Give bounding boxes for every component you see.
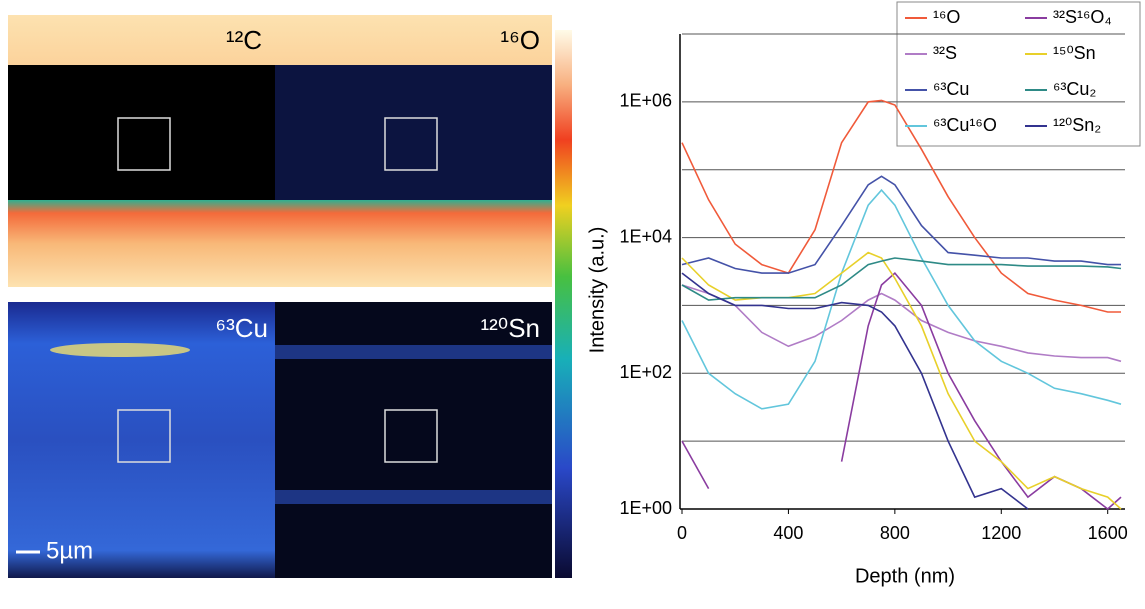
roi-box [384, 117, 438, 171]
series-line [840, 271, 1122, 511]
y-tick-label: 1E+04 [619, 226, 672, 246]
scale-bar-label: 5µm [46, 537, 93, 564]
panel-sn [275, 302, 552, 578]
series-line [681, 188, 1122, 410]
roi-box [117, 409, 171, 463]
panel-sn-band [275, 490, 552, 504]
x-tick-label: 400 [773, 523, 803, 543]
y-tick-label: 1E+00 [619, 498, 672, 518]
series-line [681, 99, 1121, 313]
series-line [681, 175, 1121, 274]
panel-label: ¹²C [226, 25, 262, 55]
legend-label: ³²S [933, 43, 957, 63]
panel-cu-hot [50, 343, 190, 357]
series-line [681, 284, 1122, 363]
x-tick-label: 0 [677, 523, 687, 543]
x-axis-label: Depth (nm) [855, 565, 955, 587]
panel-label: ⁶³Cu [215, 313, 268, 343]
x-tick-label: 800 [880, 523, 910, 543]
series-line [681, 272, 1029, 510]
legend-label: ¹⁶O [933, 7, 960, 27]
series-line [681, 440, 710, 489]
legend-label: ⁶³Cu¹⁶O [933, 115, 997, 135]
panel-o-lower [275, 200, 552, 287]
x-tick-label: 1600 [1088, 523, 1128, 543]
panel-sn-band [275, 345, 552, 359]
roi-box [384, 409, 438, 463]
legend-label: ¹²⁰Sn₂ [1053, 115, 1101, 135]
y-tick-label: 1E+06 [619, 91, 672, 111]
y-axis-label: Intensity (a.u.) [586, 227, 608, 354]
legend-label: ³²S¹⁶O₄ [1053, 7, 1112, 27]
image-panels: ¹²C ¹⁶O ⁶³Cu ¹²⁰Sn 5µm [8, 15, 572, 578]
series-line [681, 257, 1122, 301]
panel-o-band [275, 65, 552, 205]
panel-c-lower [8, 200, 275, 287]
legend-label: ¹⁵⁰Sn [1053, 43, 1096, 63]
legend-label: ⁶³Cu₂ [1053, 79, 1096, 99]
roi-box [117, 117, 171, 171]
y-tick-label: 1E+02 [619, 362, 672, 382]
colorbar [555, 30, 572, 578]
x-tick-label: 1200 [981, 523, 1021, 543]
panel-label: ¹⁶O [500, 25, 540, 55]
series-line [681, 251, 1122, 510]
panel-label: ¹²⁰Sn [480, 313, 540, 343]
legend-label: ⁶³Cu [933, 79, 969, 99]
panel-c-band [8, 65, 275, 205]
legend-box [896, 1, 1141, 147]
